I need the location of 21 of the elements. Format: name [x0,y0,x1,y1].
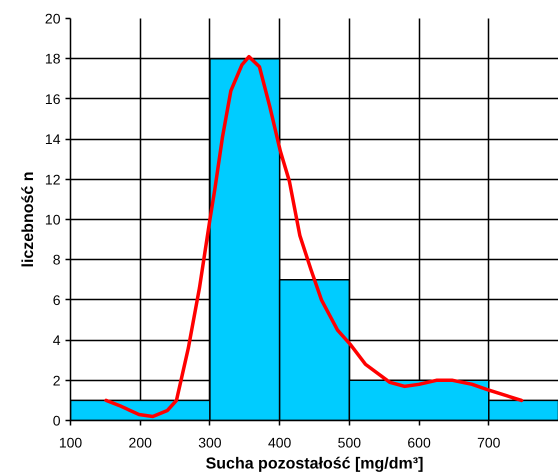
x-tick-label: 300 [198,434,222,450]
y-tick-label: 8 [52,252,61,268]
x-tick-label: 700 [477,434,501,450]
y-tick-label: 18 [44,50,61,67]
y-tick-label: 20 [44,10,61,26]
x-axis-title: Sucha pozostałość [mg/dm³] [206,456,424,472]
y-tick-label: 16 [44,90,61,107]
y-tick-label: 14 [44,131,61,148]
y-tick-label: 10 [44,212,61,228]
x-tick-label: 500 [338,434,362,450]
x-tick-label: 400 [268,434,292,450]
y-tick-label: 6 [52,292,61,308]
y-tick-label: 12 [44,171,61,188]
y-tick-label: 0 [52,412,61,428]
y-tick-label: 4 [52,332,61,348]
y-tick-label: 2 [52,372,61,388]
x-tick-label: 200 [128,434,152,450]
x-tick-label: 100 [58,434,82,450]
line-series [104,54,524,418]
x-tick-label: 600 [407,434,431,450]
y-axis-title: liczebność n [20,171,37,268]
